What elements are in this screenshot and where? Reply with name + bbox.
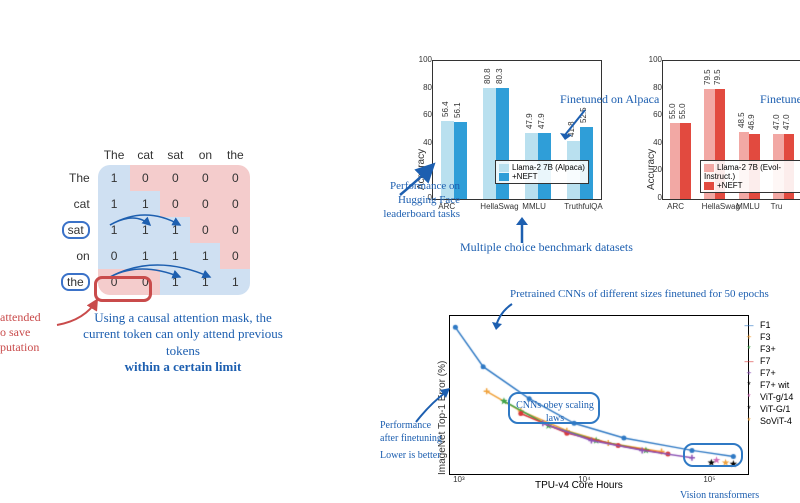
matrix-cell: 1 (98, 165, 131, 191)
bar-chart-red: Accuracy 55.079.548.547.055.079.546.947.… (640, 60, 800, 220)
matrix-cell: 0 (220, 165, 250, 191)
bar (670, 123, 680, 199)
matrix-cell: 0 (130, 165, 160, 191)
row-header: sat (55, 217, 98, 243)
legend-item: *F7+ wit (742, 380, 793, 390)
anno-lower: Lower is better (380, 450, 460, 463)
matrix-cell: 1 (130, 243, 160, 269)
col-header: sat (160, 145, 190, 165)
matrix-cell: 1 (160, 243, 190, 269)
matrix-cell: 1 (220, 269, 250, 295)
matrix-cell: 1 (190, 269, 220, 295)
cnn-scaling-ring (508, 392, 600, 424)
caption-causal-mask: Using a causal attention mask, the curre… (78, 310, 288, 375)
caption-causal-text: Using a causal attention mask, the curre… (83, 310, 283, 358)
matrix-cell: 0 (190, 217, 220, 243)
legend-item: +NEFT (717, 181, 743, 190)
x-tick: MMLU (736, 202, 760, 211)
legend-line: —F1 +F3 *F3+ —F7 +F7+ *F7+ wit *ViT-g/14 *ViT-G… (742, 320, 793, 428)
col-header: on (190, 145, 220, 165)
legend-item: Llama-2 7B (Evol-Instruct.) (704, 163, 781, 181)
matrix-cell: 1 (190, 243, 220, 269)
caption-causal-emph: within a certain limit (125, 359, 242, 374)
matrix-cell: 0 (160, 165, 190, 191)
legend-item: *SoViT-4 (742, 416, 793, 426)
row-header: on (55, 243, 98, 269)
matrix-cell: 1 (130, 217, 160, 243)
row-header: cat (55, 191, 98, 217)
x-tick: MMLU (522, 202, 546, 211)
matrix-cell: 0 (220, 217, 250, 243)
legend-item: +F3 (742, 332, 793, 342)
matrix-cell: 1 (160, 217, 190, 243)
matrix-cell: 1 (160, 269, 190, 295)
matrix-cell: 0 (220, 191, 250, 217)
arrow-icon (390, 160, 440, 200)
legend-blue: Llama-2 7B (Alpaca) +NEFT (495, 160, 589, 184)
x-tick: 10⁵ (703, 475, 715, 484)
arrow-icon (560, 105, 600, 145)
x-tick: Tru (771, 202, 783, 211)
vit-highlight-ring (683, 443, 743, 467)
col-header: the (220, 145, 250, 165)
legend-item: *ViT-g/14 (742, 392, 793, 402)
matrix-cell: 0 (98, 243, 131, 269)
bar (680, 123, 690, 199)
col-header: cat (130, 145, 160, 165)
x-tick: 10⁴ (578, 475, 590, 484)
x-tick: HellaSwag (702, 202, 740, 211)
x-tick: HellaSwag (480, 202, 518, 211)
legend-item: —F7 (742, 356, 793, 366)
anno-pretrained: Pretrained CNNs of different sizes finet… (510, 288, 770, 302)
legend-item: —F1 (742, 320, 793, 330)
matrix-cell: 1 (130, 191, 160, 217)
arrow-icon (510, 215, 540, 245)
legend-item: *F3+ (742, 344, 793, 354)
legend-item: +NEFT (512, 172, 538, 181)
matrix-cell: 0 (160, 191, 190, 217)
legend-red: Llama-2 7B (Evol-Instruct.) +NEFT (700, 160, 800, 193)
matrix-cell: 1 (98, 217, 131, 243)
attention-matrix-region: The cat sat on the The10000cat11000sat11… (55, 145, 265, 295)
legend-item: Llama-2 7B (Alpaca) (512, 163, 585, 172)
arrow-icon (412, 388, 452, 428)
row-header: The (55, 165, 98, 191)
anno-vit: Vision transformers (680, 490, 759, 503)
anno-mc-datasets: Multiple choice benchmark datasets (460, 240, 633, 255)
attention-matrix: The cat sat on the The10000cat11000sat11… (55, 145, 250, 295)
x-tick: TruthfulQA (564, 202, 602, 211)
matrix-cell: 0 (190, 191, 220, 217)
legend-item: +F7+ (742, 368, 793, 378)
arrow-icon (492, 300, 522, 330)
matrix-cell: 0 (190, 165, 220, 191)
x-tick: 10³ (453, 475, 465, 484)
x-tick: ARC (667, 202, 684, 211)
matrix-cell: 1 (98, 191, 131, 217)
legend-item: *ViT-G/1 (742, 404, 793, 414)
matrix-cell: 0 (220, 243, 250, 269)
anno-finetuned-red: Finetuned (760, 92, 800, 107)
col-header: The (98, 145, 131, 165)
